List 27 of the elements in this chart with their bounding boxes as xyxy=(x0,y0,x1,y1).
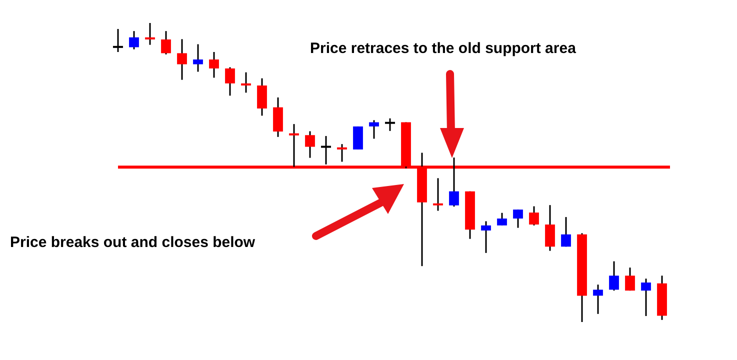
candlestick xyxy=(593,284,603,315)
candlestick xyxy=(545,204,555,252)
candlestick xyxy=(609,260,619,292)
candlestick xyxy=(305,130,315,159)
candlestick xyxy=(257,78,267,116)
candlestick xyxy=(353,126,363,150)
candlestick xyxy=(529,206,539,226)
candlestick xyxy=(337,143,347,162)
candlestick xyxy=(625,266,635,292)
candlestick xyxy=(513,208,523,229)
candlestick xyxy=(433,177,443,212)
candlestick xyxy=(369,119,379,140)
candlestick xyxy=(193,43,203,72)
candlestick xyxy=(177,38,187,81)
candlestick xyxy=(209,51,219,78)
candlestick xyxy=(241,72,251,94)
annotation: Price breaks out and closes below xyxy=(10,234,256,251)
candlestick xyxy=(129,30,139,50)
candlestick xyxy=(145,22,155,46)
annotation: Price retraces to the old support area xyxy=(310,40,576,57)
candlestick xyxy=(641,278,651,317)
candlestick xyxy=(161,30,171,56)
candlestick xyxy=(225,66,235,96)
candlestick xyxy=(561,216,571,248)
candlestick xyxy=(481,220,491,254)
candlestick xyxy=(497,212,507,226)
candlestick xyxy=(449,156,459,208)
